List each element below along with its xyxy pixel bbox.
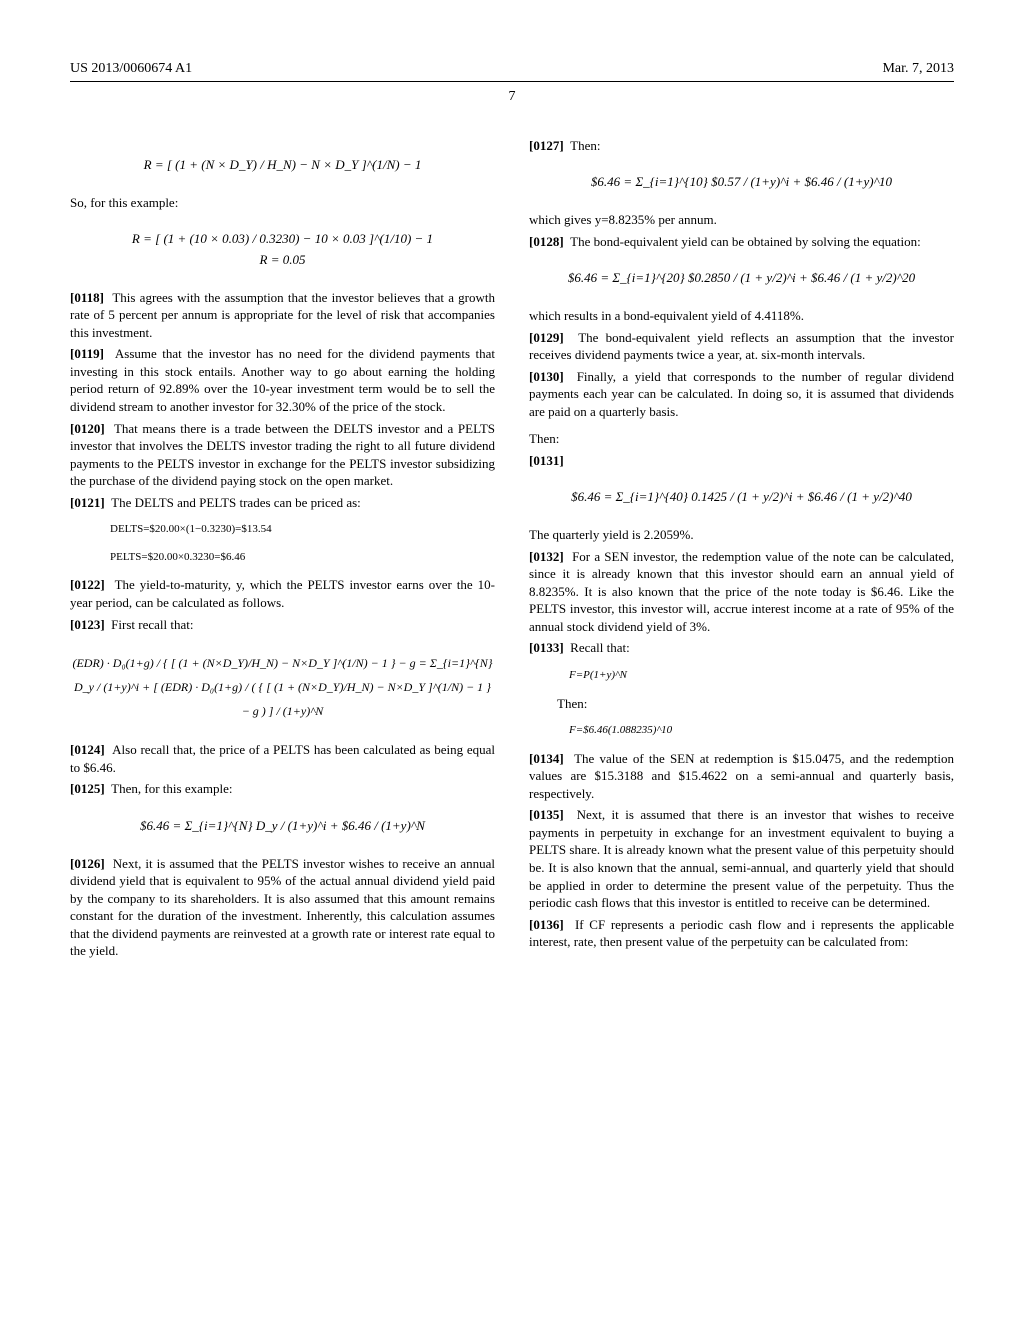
publication-date: Mar. 7, 2013 — [882, 60, 954, 79]
equation-F1: F=P(1+y)^N — [569, 667, 954, 685]
para-0135-text: Next, it is assumed that there is an inv… — [529, 807, 954, 910]
page-number: 7 — [70, 88, 954, 107]
para-0125: [0125] Then, for this example: — [70, 780, 495, 798]
para-num-0136: [0136] — [529, 917, 564, 932]
para-0127: [0127] Then: — [529, 137, 954, 155]
equation-F2: F=$6.46(1.088235)^10 — [569, 722, 954, 740]
para-num-0123: [0123] — [70, 617, 105, 632]
para-0119: [0119] Assume that the investor has no n… — [70, 345, 495, 415]
text-then-1: Then: — [529, 430, 954, 448]
para-num-0129: [0129] — [529, 330, 564, 345]
para-0132: [0132] For a SEN investor, the redemptio… — [529, 548, 954, 636]
para-0125-text: Then, for this example: — [111, 781, 232, 796]
para-num-0126: [0126] — [70, 856, 105, 871]
para-0120-text: That means there is a trade between the … — [70, 421, 495, 489]
para-0132-text: For a SEN investor, the redemption value… — [529, 549, 954, 634]
para-0124-text: Also recall that, the price of a PELTS h… — [70, 742, 495, 775]
text-quarterly-yield: The quarterly yield is 2.2059%. — [529, 526, 954, 544]
para-num-0130: [0130] — [529, 369, 564, 384]
para-num-0125: [0125] — [70, 781, 105, 796]
para-0130-text: Finally, a yield that corresponds to the… — [529, 369, 954, 419]
para-num-0132: [0132] — [529, 549, 564, 564]
para-num-0128: [0128] — [529, 234, 564, 249]
para-0123-text: First recall that: — [111, 617, 193, 632]
para-num-0127: [0127] — [529, 138, 564, 153]
equation-R-example: R = [ (1 + (10 × 0.03) / 0.3230) − 10 × … — [70, 229, 495, 271]
para-0129-text: The bond-equivalent yield reflects an as… — [529, 330, 954, 363]
para-0120: [0120] That means there is a trade betwe… — [70, 420, 495, 490]
equation-646-10: $6.46 = Σ_{i=1}^{10} $0.57 / (1+y)^i + $… — [529, 172, 954, 193]
para-num-0134: [0134] — [529, 751, 564, 766]
para-num-0133: [0133] — [529, 640, 564, 655]
equation-646-40: $6.46 = Σ_{i=1}^{40} 0.1425 / (1 + y/2)^… — [529, 487, 954, 508]
para-0122-text: The yield-to-maturity, y, which the PELT… — [70, 577, 495, 610]
para-0126-text: Next, it is assumed that the PELTS inves… — [70, 856, 495, 959]
para-0134-text: The value of the SEN at redemption is $1… — [529, 751, 954, 801]
para-num-0135: [0135] — [529, 807, 564, 822]
text-yields-y: which gives y=8.8235% per annum. — [529, 211, 954, 229]
para-0126: [0126] Next, it is assumed that the PELT… — [70, 855, 495, 960]
para-0136-text: If CF represents a periodic cash flow an… — [529, 917, 954, 950]
para-num-0120: [0120] — [70, 421, 105, 436]
para-num-0121: [0121] — [70, 495, 105, 510]
equation-R-example-line2: R = 0.05 — [70, 250, 495, 271]
text-so-example: So, for this example: — [70, 194, 495, 212]
text-then-2: Then: — [557, 695, 954, 713]
equation-646-20: $6.46 = Σ_{i=1}^{20} $0.2850 / (1 + y/2)… — [529, 268, 954, 289]
para-num-0124: [0124] — [70, 742, 105, 757]
equation-R-example-line1: R = [ (1 + (10 × 0.03) / 0.3230) − 10 × … — [70, 229, 495, 250]
page-header: US 2013/0060674 A1 Mar. 7, 2013 — [70, 60, 954, 82]
equation-delts: DELTS=$20.00×(1−0.3230)=$13.54 — [110, 521, 495, 539]
para-0127-text: Then: — [570, 138, 600, 153]
para-0128: [0128] The bond-equivalent yield can be … — [529, 233, 954, 251]
para-0118-text: This agrees with the assumption that the… — [70, 290, 495, 340]
para-0129: [0129] The bond-equivalent yield reflect… — [529, 329, 954, 364]
para-num-0118: [0118] — [70, 290, 104, 305]
para-0121-text: The DELTS and PELTS trades can be priced… — [111, 495, 361, 510]
para-0135: [0135] Next, it is assumed that there is… — [529, 806, 954, 911]
para-0121: [0121] The DELTS and PELTS trades can be… — [70, 494, 495, 512]
para-0131: [0131] — [529, 452, 954, 470]
equation-EDR: (EDR) · D₀(1+g) / { [ (1 + (N×D_Y)/H_N) … — [70, 651, 495, 723]
para-0124: [0124] Also recall that, the price of a … — [70, 741, 495, 776]
equation-pelts: PELTS=$20.00×0.3230=$6.46 — [110, 549, 495, 567]
para-0133-text: Recall that: — [570, 640, 630, 655]
para-0123: [0123] First recall that: — [70, 616, 495, 634]
para-num-0119: [0119] — [70, 346, 104, 361]
para-0136: [0136] If CF represents a periodic cash … — [529, 916, 954, 951]
para-0133: [0133] Recall that: — [529, 639, 954, 657]
para-0130: [0130] Finally, a yield that corresponds… — [529, 368, 954, 421]
equation-R: R = [ (1 + (N × D_Y) / H_N) − N × D_Y ]^… — [70, 155, 495, 176]
para-num-0131: [0131] — [529, 453, 564, 468]
para-0122: [0122] The yield-to-maturity, y, which t… — [70, 576, 495, 611]
para-num-0122: [0122] — [70, 577, 105, 592]
publication-number: US 2013/0060674 A1 — [70, 60, 192, 79]
text-bond-yield: which results in a bond-equivalent yield… — [529, 307, 954, 325]
equation-646-N: $6.46 = Σ_{i=1}^{N} D_y / (1+y)^i + $6.4… — [70, 816, 495, 837]
para-0128-text: The bond-equivalent yield can be obtaine… — [570, 234, 921, 249]
para-0118: [0118] This agrees with the assumption t… — [70, 289, 495, 342]
para-0134: [0134] The value of the SEN at redemptio… — [529, 750, 954, 803]
body-columns: R = [ (1 + (N × D_Y) / H_N) − N × D_Y ]^… — [70, 137, 954, 960]
para-0119-text: Assume that the investor has no need for… — [70, 346, 495, 414]
